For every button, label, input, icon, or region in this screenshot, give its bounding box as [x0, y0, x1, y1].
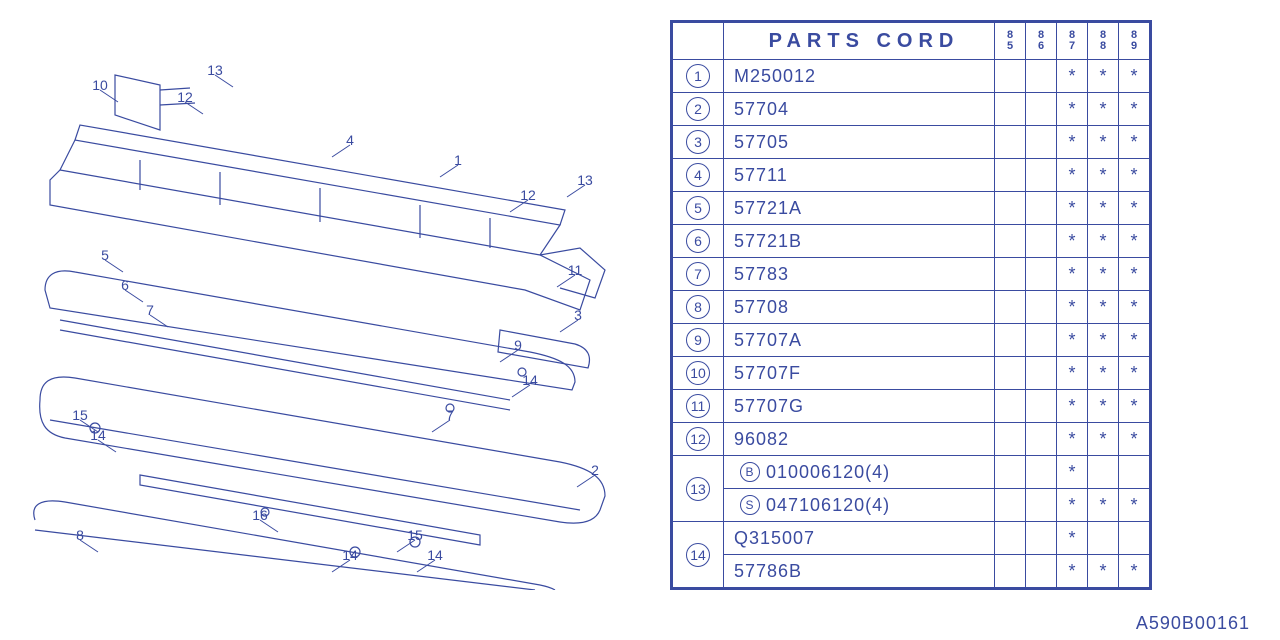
svg-text:14: 14	[342, 547, 358, 563]
table-row: 13B010006120(4)*	[673, 456, 1150, 489]
table-row: S047106120(4)***	[673, 489, 1150, 522]
svg-text:13: 13	[207, 62, 223, 78]
svg-text:5: 5	[101, 247, 109, 263]
svg-text:9: 9	[514, 337, 522, 353]
table-body: 1M250012***257704***357705***457711***55…	[673, 60, 1150, 588]
parts-table: PARTS CORD 85 86 87 88 89 1M250012***257…	[670, 20, 1152, 590]
svg-text:10: 10	[92, 77, 108, 93]
table-row: 557721A***	[673, 192, 1150, 225]
year-87: 87	[1057, 23, 1088, 60]
table-row: 1157707G***	[673, 390, 1150, 423]
svg-text:14: 14	[522, 372, 538, 388]
table-row: 757783***	[673, 258, 1150, 291]
year-88: 88	[1088, 23, 1119, 60]
table-row: 257704***	[673, 93, 1150, 126]
svg-text:4: 4	[346, 132, 354, 148]
svg-text:15: 15	[72, 407, 88, 423]
year-89: 89	[1119, 23, 1150, 60]
exploded-diagram: 101312411213115673914715142168141514	[20, 30, 640, 590]
table-row: 1M250012***	[673, 60, 1150, 93]
svg-text:7: 7	[446, 407, 454, 423]
svg-text:8: 8	[76, 527, 84, 543]
svg-text:12: 12	[520, 187, 536, 203]
year-86: 86	[1026, 23, 1057, 60]
table-row: 1057707F***	[673, 357, 1150, 390]
table-row: 1296082***	[673, 423, 1150, 456]
svg-text:6: 6	[121, 277, 129, 293]
table-row: 857708***	[673, 291, 1150, 324]
table-row: 357705***	[673, 126, 1150, 159]
table-row: 657721B***	[673, 225, 1150, 258]
diagram-code: A590B00161	[1136, 613, 1250, 634]
svg-text:12: 12	[177, 89, 193, 105]
parts-cord-header: PARTS CORD	[724, 23, 995, 60]
table-row: 14Q315007*	[673, 522, 1150, 555]
svg-text:14: 14	[90, 427, 106, 443]
svg-text:14: 14	[427, 547, 443, 563]
svg-text:7: 7	[146, 302, 154, 318]
svg-text:11: 11	[568, 262, 583, 278]
svg-text:1: 1	[454, 152, 462, 168]
year-85: 85	[995, 23, 1026, 60]
table-row: 57786B***	[673, 555, 1150, 588]
table-row: 457711***	[673, 159, 1150, 192]
svg-text:3: 3	[574, 307, 582, 323]
table-row: 957707A***	[673, 324, 1150, 357]
svg-text:13: 13	[577, 172, 593, 188]
svg-text:15: 15	[407, 527, 423, 543]
ref-header	[673, 23, 724, 60]
svg-text:2: 2	[591, 462, 599, 478]
svg-text:16: 16	[252, 507, 268, 523]
